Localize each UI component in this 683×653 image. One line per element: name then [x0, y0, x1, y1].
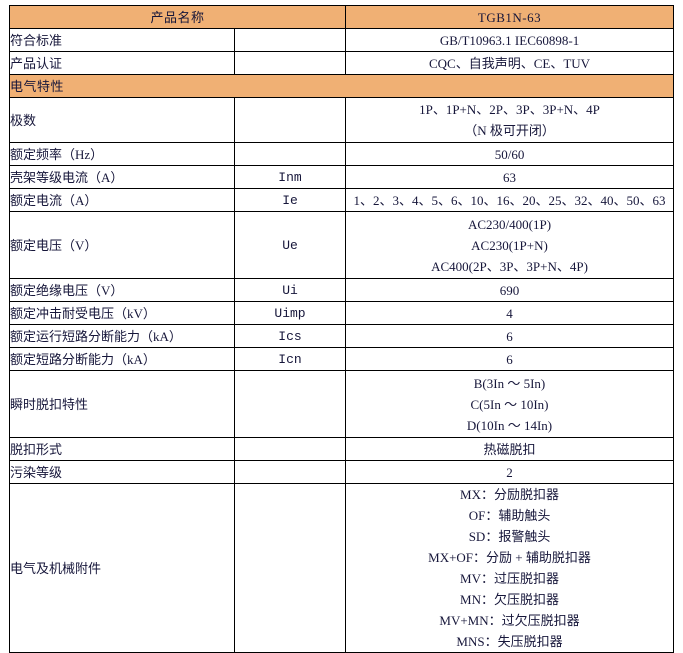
row-label-breaking-capacity: 额定短路分断能力（kA） — [9, 347, 235, 371]
row-symbol-service-breaking-capacity: Ics — [233, 324, 347, 348]
value-line: AC400(2P、3P、3P+N、4P) — [431, 258, 588, 274]
table-row-poles: 极数 1P、1P+N、2P、3P、3P+N、4P （N 极可开闭） — [9, 97, 675, 143]
value-line: C(5In ～ 10In) — [470, 396, 549, 412]
row-label-trip-type: 脱扣形式 — [9, 437, 235, 461]
table-row-pollution-degree: 污染等级 2 — [9, 460, 675, 484]
row-value-rated-current: 1、2、3、4、5、6、10、16、20、25、32、40、50、63 — [345, 188, 675, 212]
value-line: B(3In ～ 5In) — [473, 375, 546, 391]
row-label-rated-voltage: 额定电压（V） — [9, 211, 235, 279]
value-line: AC230(1P+N) — [471, 237, 548, 253]
table-row-trip-type: 脱扣形式 热磁脱扣 — [9, 437, 675, 461]
table-row-frame-current: 壳架等级电流（A） Inm 63 — [9, 165, 675, 189]
row-label-accessories: 电气及机械附件 — [9, 483, 235, 653]
section-header-electrical: 电气特性 — [8, 74, 675, 98]
row-value-instant-trip-curve: B(3In ～ 5In) C(5In ～ 10In) D(10In ～ 14In… — [345, 370, 675, 438]
table-row-insulation-voltage: 额定绝缘电压（V） Ui 690 — [9, 278, 675, 302]
row-value-poles: 1P、1P+N、2P、3P、3P+N、4P （N 极可开闭） — [345, 97, 675, 143]
header-product-name: 产品名称 — [8, 5, 347, 29]
value-line: MX+OF：分励 + 辅助脱扣器 — [428, 550, 591, 565]
row-value-standard: GB/T10963.1 IEC60898-1 — [345, 28, 675, 52]
row-value-pollution-degree: 2 — [345, 460, 675, 484]
row-symbol-rated-current: Ie — [233, 188, 347, 212]
row-symbol-accessories — [233, 483, 347, 653]
row-label-pollution-degree: 污染等级 — [9, 460, 235, 484]
value-line: D(10In ～ 14In) — [466, 417, 553, 433]
row-value-trip-type: 热磁脱扣 — [345, 437, 675, 461]
row-value-insulation-voltage: 690 — [345, 278, 675, 302]
row-symbol-poles — [233, 97, 347, 143]
row-label-impulse-voltage: 额定冲击耐受电压（kV） — [9, 301, 235, 325]
row-label-service-breaking-capacity: 额定运行短路分断能力（kA） — [9, 324, 235, 348]
row-value-frame-current: 63 — [345, 165, 675, 189]
header-product-model: TGB1N-63 — [345, 5, 675, 29]
section-title-electrical: 电气特性 — [8, 74, 675, 98]
table-header-row: 产品名称 TGB1N-63 — [8, 5, 675, 29]
row-value-certification: CQC、自我声明、CE、TUV — [345, 51, 675, 75]
row-symbol-standard — [233, 28, 347, 52]
row-label-certification: 产品认证 — [9, 51, 235, 75]
table-row-rated-current: 额定电流（A） Ie 1、2、3、4、5、6、10、16、20、25、32、40… — [9, 188, 675, 212]
row-label-rated-current: 额定电流（A） — [9, 188, 235, 212]
row-symbol-certification — [233, 51, 347, 75]
row-symbol-impulse-voltage: Uimp — [233, 301, 347, 325]
row-symbol-frame-current: Inm — [233, 165, 347, 189]
table-row-accessories: 电气及机械附件 MX：分励脱扣器 OF：辅助触头 SD：报警触头 MX+OF：分… — [9, 483, 675, 653]
table-row-rated-voltage: 额定电压（V） Ue AC230/400(1P) AC230(1P+N) AC4… — [9, 211, 675, 279]
row-symbol-breaking-capacity: Icn — [233, 347, 347, 371]
value-line: MN：欠压脱扣器 — [460, 592, 559, 607]
product-spec-table: 产品名称 TGB1N-63 符合标准 GB/T10963.1 IEC60898-… — [8, 5, 675, 653]
row-symbol-rated-voltage: Ue — [233, 211, 347, 279]
row-label-standard: 符合标准 — [9, 28, 235, 52]
value-line: MX：分励脱扣器 — [460, 487, 559, 502]
table-row-impulse-voltage: 额定冲击耐受电压（kV） Uimp 4 — [9, 301, 675, 325]
row-label-insulation-voltage: 额定绝缘电压（V） — [9, 278, 235, 302]
value-line: SD：报警触头 — [468, 529, 551, 544]
table-row-service-breaking-capacity: 额定运行短路分断能力（kA） Ics 6 — [9, 324, 675, 348]
value-line: （N 极可开闭） — [464, 123, 555, 138]
row-value-breaking-capacity: 6 — [345, 347, 675, 371]
value-line: AC230/400(1P) — [467, 216, 552, 232]
value-line: OF：辅助触头 — [468, 508, 551, 523]
row-value-impulse-voltage: 4 — [345, 301, 675, 325]
row-label-poles: 极数 — [9, 97, 235, 143]
row-value-frequency: 50/60 — [345, 142, 675, 166]
table-row-certification: 产品认证 CQC、自我声明、CE、TUV — [9, 51, 675, 75]
row-symbol-frequency — [233, 142, 347, 166]
row-label-frequency: 额定频率（Hz） — [9, 142, 235, 166]
row-value-service-breaking-capacity: 6 — [345, 324, 675, 348]
row-symbol-instant-trip-curve — [233, 370, 347, 438]
table-row-frequency: 额定频率（Hz） 50/60 — [9, 142, 675, 166]
table-row-standard: 符合标准 GB/T10963.1 IEC60898-1 — [9, 28, 675, 52]
table-row-instant-trip-curve: 瞬时脱扣特性 B(3In ～ 5In) C(5In ～ 10In) D(10In… — [9, 370, 675, 438]
row-label-frame-current: 壳架等级电流（A） — [9, 165, 235, 189]
row-value-accessories: MX：分励脱扣器 OF：辅助触头 SD：报警触头 MX+OF：分励 + 辅助脱扣… — [345, 483, 675, 653]
row-label-instant-trip-curve: 瞬时脱扣特性 — [9, 370, 235, 438]
value-line: 1P、1P+N、2P、3P、3P+N、4P — [419, 102, 600, 117]
row-symbol-insulation-voltage: Ui — [233, 278, 347, 302]
row-value-rated-voltage: AC230/400(1P) AC230(1P+N) AC400(2P、3P、3P… — [345, 211, 675, 279]
value-line: MV+MN：过欠压脱扣器 — [439, 613, 580, 628]
table-row-breaking-capacity: 额定短路分断能力（kA） Icn 6 — [9, 347, 675, 371]
row-symbol-pollution-degree — [233, 460, 347, 484]
value-line: MNS：失压脱扣器 — [456, 634, 563, 649]
value-line: MV：过压脱扣器 — [460, 571, 559, 586]
row-symbol-trip-type — [233, 437, 347, 461]
